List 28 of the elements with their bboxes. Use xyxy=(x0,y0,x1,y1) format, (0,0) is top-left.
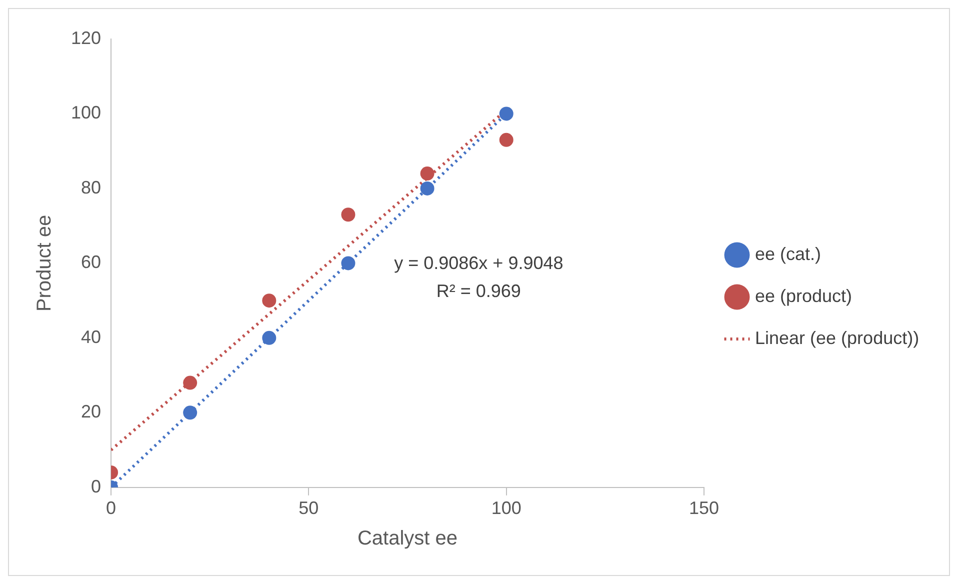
point xyxy=(183,376,198,390)
x-tick-label: 100 xyxy=(491,498,522,518)
point xyxy=(499,132,514,147)
y-tick-label: 40 xyxy=(81,326,102,347)
point xyxy=(183,406,198,420)
annotation: y = 0.9086x + 9.9048 xyxy=(394,253,564,274)
x-tick-label: 150 xyxy=(688,498,720,518)
y-tick-label: 120 xyxy=(70,28,102,48)
annotation: R² = 0.969 xyxy=(436,281,521,302)
point xyxy=(420,181,434,196)
x-axis-title: Catalyst ee xyxy=(357,528,458,550)
point xyxy=(341,256,356,270)
y-tick-label: 0 xyxy=(91,476,102,496)
y-tick-label: 100 xyxy=(70,102,102,123)
y-tick-label: 80 xyxy=(81,177,102,198)
legend-label: Linear (ee (product)) xyxy=(755,328,920,348)
y-tick-label: 20 xyxy=(81,402,102,422)
legend-label: ee (product) xyxy=(755,286,852,306)
x-tick-label: 0 xyxy=(106,498,116,518)
point xyxy=(499,106,514,121)
point xyxy=(420,166,434,181)
point xyxy=(262,330,276,345)
legend-label: ee (cat.) xyxy=(755,244,822,264)
x-tick-label: 50 xyxy=(298,498,319,518)
y-tick-label: 60 xyxy=(81,252,102,272)
y-axis-title: Product ee xyxy=(34,214,56,312)
point xyxy=(262,294,276,308)
point xyxy=(341,208,356,222)
